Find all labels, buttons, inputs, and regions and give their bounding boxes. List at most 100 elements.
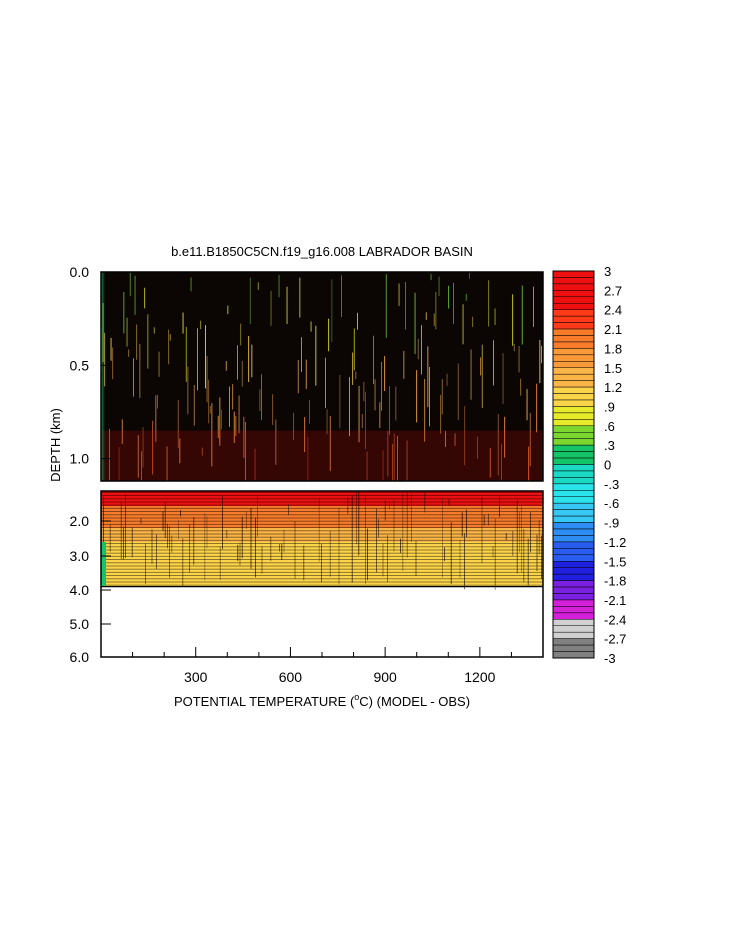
upper-streak [398, 283, 400, 306]
lower-streak [131, 527, 133, 558]
x-tick-label: 900 [373, 669, 397, 685]
colorbar-box [552, 470, 595, 478]
upper-streak [110, 337, 112, 361]
colorbar-box [552, 522, 595, 530]
upper-streak [200, 320, 202, 330]
upper-streak [209, 406, 211, 414]
colorbar-box [552, 341, 595, 349]
upper-streak [541, 345, 542, 364]
upper-streak [251, 344, 253, 378]
upper-streak [166, 446, 168, 481]
lower-streak [257, 495, 258, 537]
upper-streak [235, 415, 237, 436]
lower-streak [483, 514, 485, 526]
colorbar-box [552, 573, 595, 581]
upper-bottom-band [101, 430, 543, 481]
colorbar-box [552, 586, 595, 594]
lower-streak [279, 544, 280, 552]
lower-streak [241, 516, 243, 559]
colorbar-box [552, 515, 595, 523]
upper-streak [177, 399, 179, 449]
upper-streak [211, 403, 213, 467]
upper-streak [379, 402, 381, 428]
upper-streak [147, 314, 149, 369]
colorbar-box [552, 490, 595, 497]
lower-streak [145, 543, 146, 584]
lower-streak [193, 517, 195, 565]
colorbar-frame [552, 270, 595, 659]
colorbar-box [552, 606, 595, 614]
upper-streak [494, 308, 496, 325]
lower-streak [499, 495, 500, 517]
lower-streak [303, 545, 305, 581]
lower-streak [246, 512, 247, 529]
upper-streak [109, 428, 110, 481]
upper-streak [233, 411, 235, 443]
lower-panel: 2.0 3.0 4.0 5.0 6.0 300 600 900 1200 [70, 490, 544, 685]
upper-streak [243, 416, 245, 458]
upper-streak [454, 433, 456, 446]
colorbar-box [552, 367, 595, 375]
upper-streak [315, 325, 317, 386]
lower-streak [512, 530, 514, 556]
upper-streak [417, 338, 419, 360]
lower-streak [365, 494, 366, 584]
colorbar-label: 0 [604, 458, 611, 473]
chart-title: b.e11.B1850C5CN.f19_g16.008 LABRADOR BAS… [171, 244, 473, 259]
colorbar-box [552, 561, 595, 568]
upper-streak [464, 406, 466, 466]
upper-streak [193, 384, 195, 426]
upper-streak [521, 285, 523, 345]
y-axis-label: DEPTH (km) [48, 408, 63, 482]
upper-streak [139, 343, 141, 399]
upper-streak [339, 374, 341, 429]
upper-streak [389, 386, 390, 435]
colorbar-box [552, 335, 595, 343]
y-tick-label: 3.0 [70, 548, 90, 564]
colorbar-box [552, 502, 595, 510]
upper-streak [539, 340, 541, 384]
upper-streak [187, 366, 189, 415]
lower-streak [162, 511, 164, 531]
lower-streak [406, 491, 408, 558]
colorbar-label: -.9 [604, 516, 619, 531]
upper-streak [123, 292, 125, 334]
upper-streak [361, 414, 363, 429]
upper-streak [137, 435, 139, 478]
colorbar-box [552, 457, 595, 465]
lower-streak [387, 535, 388, 582]
lower-streak [204, 512, 206, 581]
lower-contours [101, 491, 543, 587]
upper-streak [301, 337, 302, 372]
x-tick-label: 1200 [464, 669, 495, 685]
lower-streak [351, 495, 353, 583]
upper-streak [405, 281, 406, 330]
x-tick-label: 300 [184, 669, 208, 685]
upper-streak [512, 294, 514, 346]
upper-streak [329, 415, 331, 471]
colorbar-box [552, 399, 595, 407]
upper-streak [520, 378, 522, 396]
upper-streak [158, 351, 160, 377]
upper-streak [357, 312, 358, 330]
upper-streak [425, 312, 427, 320]
upper-streak [353, 328, 355, 371]
upper-streak [136, 324, 138, 360]
upper-streak [272, 394, 274, 425]
upper-streak [365, 391, 366, 449]
lower-streak [530, 512, 531, 553]
colorbar-box [552, 509, 595, 517]
colorbar-box [552, 541, 595, 549]
upper-streak [201, 447, 203, 456]
colorbar-box [552, 548, 595, 556]
lower-streak [321, 543, 322, 583]
lower-streak [481, 497, 483, 564]
upper-streak [374, 379, 376, 411]
colorbar-box [552, 425, 595, 433]
lower-streak [393, 499, 395, 552]
colorbar-box [552, 464, 595, 472]
upper-streak [254, 448, 256, 481]
upper-streak [182, 312, 184, 334]
y-tick-label: 2.0 [70, 513, 90, 529]
